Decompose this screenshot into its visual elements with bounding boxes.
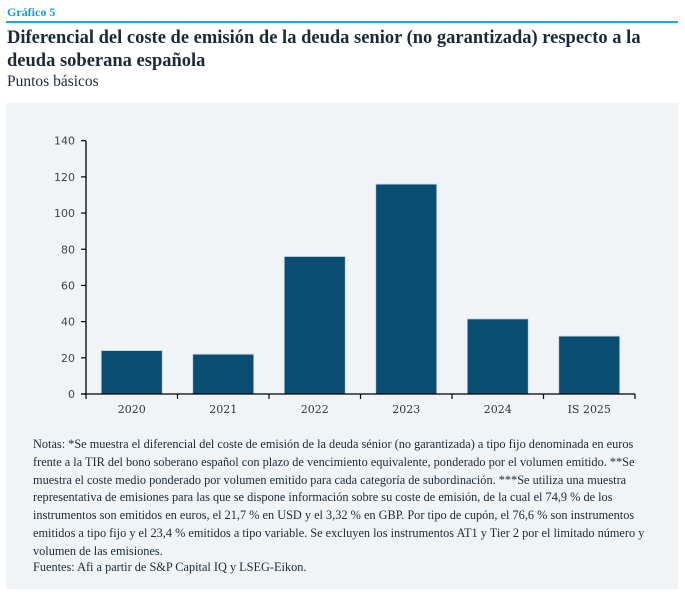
bar-2024: [466, 318, 529, 395]
chart-sources: Fuentes: Afi a partir de S&P Capital IQ …: [33, 560, 307, 574]
bar-2020: [100, 350, 163, 395]
x-tick-label: 2020: [118, 403, 146, 416]
x-tick-label: 2024: [484, 403, 512, 416]
chart-notes: Notas: *Se muestra el diferencial del co…: [33, 437, 645, 558]
x-tick-label: 2021: [209, 403, 237, 416]
x-tick-label: 2022: [301, 403, 329, 416]
x-tick-label: 2023: [392, 403, 420, 416]
accent-rule: [6, 21, 678, 23]
y-tick-label: 20: [61, 352, 75, 365]
bar-2021: [192, 353, 255, 395]
y-tick-label: 40: [61, 316, 75, 329]
y-tick-label: 100: [54, 207, 75, 220]
x-tick-label: IS 2025: [568, 403, 611, 416]
y-axis-ticks: 0 20 40 60 80 100 120 140: [54, 135, 86, 401]
x-axis-ticks: 2020 2021 2022 2023 2024 IS 2025: [85, 394, 636, 416]
y-tick-label: 60: [61, 279, 75, 292]
y-tick-label: 0: [68, 388, 75, 401]
figure-label: Gráfico 5: [7, 5, 56, 19]
bar-is-2025: [558, 335, 621, 395]
chart-subtitle: Puntos básicos: [7, 73, 99, 90]
y-tick-label: 120: [54, 171, 75, 184]
y-tick-label: 80: [61, 243, 75, 256]
chart-title: Diferencial del coste de emisión de la d…: [7, 28, 641, 71]
bars: [100, 183, 621, 395]
y-tick-label: 140: [54, 135, 75, 148]
bar-2023: [375, 183, 438, 395]
bar-2022: [283, 256, 346, 395]
